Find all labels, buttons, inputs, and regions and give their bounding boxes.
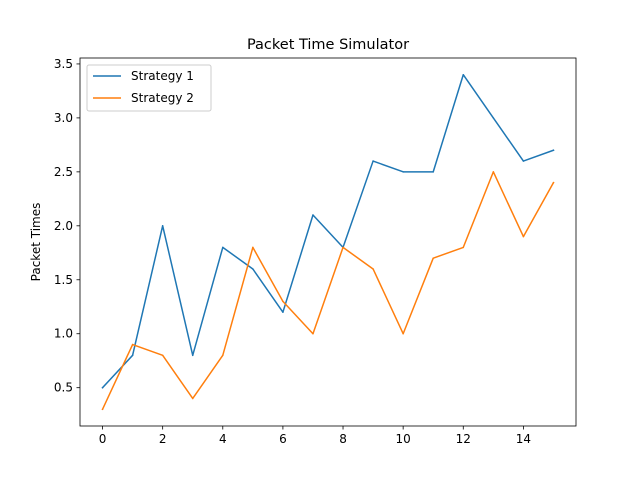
plot-area: 0 2 4 6 8 10 12 14 0.5 1.0 1.5 2.0 2.5 3.0 3.5	[54, 57, 555, 446]
data-point-strategy-1	[282, 311, 284, 313]
y-tick-label: 3.0	[54, 111, 73, 125]
x-tick-label: 0	[99, 432, 107, 446]
data-point-strategy-1	[372, 160, 374, 162]
data-point-strategy-2	[552, 181, 555, 184]
y-tick-label: 2.0	[54, 219, 73, 233]
x-tick-label: 12	[456, 432, 471, 446]
y-tick-label: 1.5	[54, 273, 73, 287]
y-tick-label: 1.0	[54, 327, 73, 341]
data-point-strategy-2	[131, 343, 134, 346]
data-point-strategy-1	[252, 268, 254, 270]
data-point-strategy-2	[402, 332, 404, 335]
data-point-strategy-1	[161, 225, 164, 227]
data-point-strategy-1	[191, 354, 194, 357]
data-point-strategy-2	[462, 246, 465, 249]
data-point-strategy-2	[161, 354, 164, 357]
data-point-strategy-1	[402, 171, 404, 173]
y-axis-label: Packet Times	[29, 203, 43, 282]
y-tick-label: 0.5	[54, 381, 73, 395]
data-point-strategy-2	[372, 268, 374, 270]
data-point-strategy-2	[252, 246, 254, 249]
data-point-strategy-1	[462, 73, 465, 76]
data-point-strategy-2	[222, 354, 224, 357]
y-tick-label: 3.5	[54, 57, 73, 71]
data-point-strategy-2	[101, 408, 104, 411]
series-line-strategy-1	[101, 73, 555, 389]
y-tick-label: 2.5	[54, 165, 73, 179]
series-line-strategy-2	[101, 171, 555, 411]
legend-label-strategy-2: Strategy 2	[131, 91, 194, 105]
x-tick-label: 14	[516, 432, 531, 446]
axes-frame	[79, 57, 577, 427]
legend: Strategy 1 Strategy 2	[86, 64, 212, 112]
data-point-strategy-2	[522, 235, 525, 238]
data-point-strategy-1	[222, 246, 224, 249]
x-tick-label: 4	[219, 432, 227, 446]
data-point-strategy-1	[552, 149, 555, 152]
x-tick-label: 10	[396, 432, 411, 446]
legend-label-strategy-1: Strategy 1	[131, 69, 194, 83]
data-point-strategy-1	[492, 117, 495, 119]
data-point-strategy-1	[312, 214, 314, 216]
x-tick-label: 6	[279, 432, 287, 446]
data-point-strategy-1	[101, 386, 104, 389]
data-point-strategy-2	[191, 397, 194, 400]
data-point-strategy-1	[522, 160, 525, 162]
data-point-strategy-1	[131, 354, 134, 357]
x-tick-label: 8	[339, 432, 347, 446]
data-point-strategy-1	[432, 171, 434, 173]
x-tick-label: 2	[159, 432, 167, 446]
data-point-strategy-2	[282, 300, 284, 303]
chart-title: Packet Time Simulator	[247, 37, 409, 53]
data-point-strategy-2	[312, 332, 314, 335]
data-point-strategy-2	[492, 171, 495, 173]
data-point-strategy-2	[432, 257, 434, 259]
data-point-strategy-2	[342, 246, 344, 249]
